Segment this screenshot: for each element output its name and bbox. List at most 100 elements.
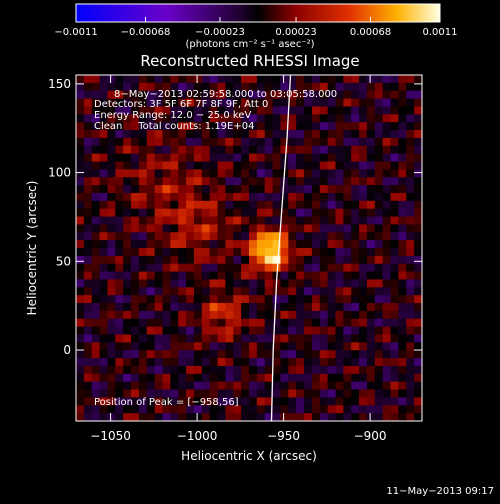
heatmap-cell <box>374 350 384 359</box>
heatmap-cell <box>406 358 415 367</box>
heatmap-cell <box>209 169 219 178</box>
heatmap-cell <box>327 303 337 312</box>
heatmap-cell <box>138 350 148 359</box>
y-tick-label: 0 <box>63 343 71 357</box>
heatmap-cell <box>154 114 164 123</box>
heatmap-cell <box>359 303 368 312</box>
heatmap-cell <box>335 358 344 367</box>
heatmap-cell <box>83 381 93 391</box>
heatmap-cell <box>327 326 337 336</box>
heatmap-cell <box>249 279 258 288</box>
heatmap-cell <box>138 114 148 123</box>
heatmap-cell <box>138 98 148 108</box>
heatmap-cell <box>304 98 313 108</box>
heatmap-cell <box>186 185 195 194</box>
heatmap-cell <box>398 137 407 147</box>
heatmap-cell <box>343 413 352 421</box>
heatmap-cell <box>304 287 313 296</box>
heatmap-cell <box>178 271 187 281</box>
heatmap-cell <box>123 303 132 312</box>
heatmap-cell <box>241 106 250 115</box>
heatmap-cell <box>359 208 368 218</box>
heatmap-cell <box>186 200 195 210</box>
heatmap-cell <box>76 114 85 123</box>
heatmap-cell <box>382 279 392 288</box>
heatmap-cell <box>76 389 85 399</box>
heatmap-cell <box>414 318 422 328</box>
heatmap-cell <box>154 145 164 155</box>
heatmap-cell <box>319 200 329 210</box>
heatmap-cell <box>335 263 344 273</box>
heatmap-cell <box>209 397 219 406</box>
heatmap-cell <box>390 310 400 320</box>
heatmap-cell <box>201 373 211 383</box>
heatmap-cell <box>280 365 289 375</box>
heatmap-cell <box>162 263 171 273</box>
heatmap-cell <box>249 153 258 163</box>
heatmap-cell <box>217 169 227 178</box>
heatmap-cell <box>288 373 297 383</box>
heatmap-cell <box>335 271 344 281</box>
heatmap-cell <box>209 263 219 273</box>
heatmap-cell <box>193 248 203 257</box>
heatmap-cell <box>201 295 211 304</box>
heatmap-cell <box>414 334 422 343</box>
heatmap-cell <box>382 145 392 155</box>
heatmap-cell <box>304 303 313 312</box>
heatmap-cell <box>335 82 344 92</box>
heatmap-cell <box>170 130 179 139</box>
heatmap-cell <box>264 381 274 391</box>
heatmap-cell <box>186 240 195 249</box>
heatmap-cell <box>327 161 337 170</box>
heatmap-cell <box>390 75 400 84</box>
heatmap-cell <box>186 381 195 391</box>
heatmap-cell <box>123 287 132 296</box>
heatmap-cell <box>233 98 242 108</box>
heatmap-cell <box>83 161 93 170</box>
heatmap-cell <box>178 137 187 147</box>
heatmap-cell <box>406 224 415 233</box>
heatmap-cell <box>146 342 156 351</box>
heatmap-cell <box>311 200 321 210</box>
heatmap-cell <box>201 153 211 163</box>
heatmap-cell <box>99 342 109 351</box>
heatmap-cell <box>91 397 101 406</box>
heatmap-cell <box>280 295 289 304</box>
heatmap-cell <box>288 405 297 414</box>
heatmap-cell <box>351 200 360 210</box>
heatmap-cell <box>123 153 132 163</box>
heatmap-cell <box>193 397 203 406</box>
heatmap-cell <box>359 130 368 139</box>
heatmap-cell <box>233 279 242 288</box>
heatmap-cell <box>249 287 258 296</box>
heatmap-cell <box>201 161 211 170</box>
heatmap-cell <box>311 358 321 367</box>
heatmap-cell <box>359 114 368 123</box>
heatmap-cell <box>311 82 321 92</box>
heatmap-cell <box>178 114 187 123</box>
heatmap-cell <box>264 397 274 406</box>
heatmap-cell <box>201 350 211 359</box>
heatmap-cell <box>209 248 219 257</box>
heatmap-cell <box>162 350 171 359</box>
heatmap-cell <box>343 224 352 233</box>
heatmap-cell <box>390 303 400 312</box>
heatmap-cell <box>146 153 156 163</box>
heatmap-cell <box>170 365 179 375</box>
heatmap-cell <box>406 271 415 281</box>
heatmap-cell <box>138 279 148 288</box>
heatmap-cell <box>83 389 93 399</box>
heatmap-cell <box>233 169 242 178</box>
heatmap-cell <box>280 75 289 84</box>
heatmap-cell <box>382 185 392 194</box>
heatmap-cell <box>83 326 93 336</box>
heatmap-cell <box>343 358 352 367</box>
heatmap-cell <box>359 318 368 328</box>
heatmap-cell <box>398 161 407 170</box>
heatmap-cell <box>178 342 187 351</box>
heatmap-cell <box>99 326 109 336</box>
heatmap-cell <box>359 90 368 100</box>
heatmap-cell <box>76 161 85 170</box>
heatmap-cell <box>272 255 282 265</box>
heatmap-cell <box>170 255 179 265</box>
